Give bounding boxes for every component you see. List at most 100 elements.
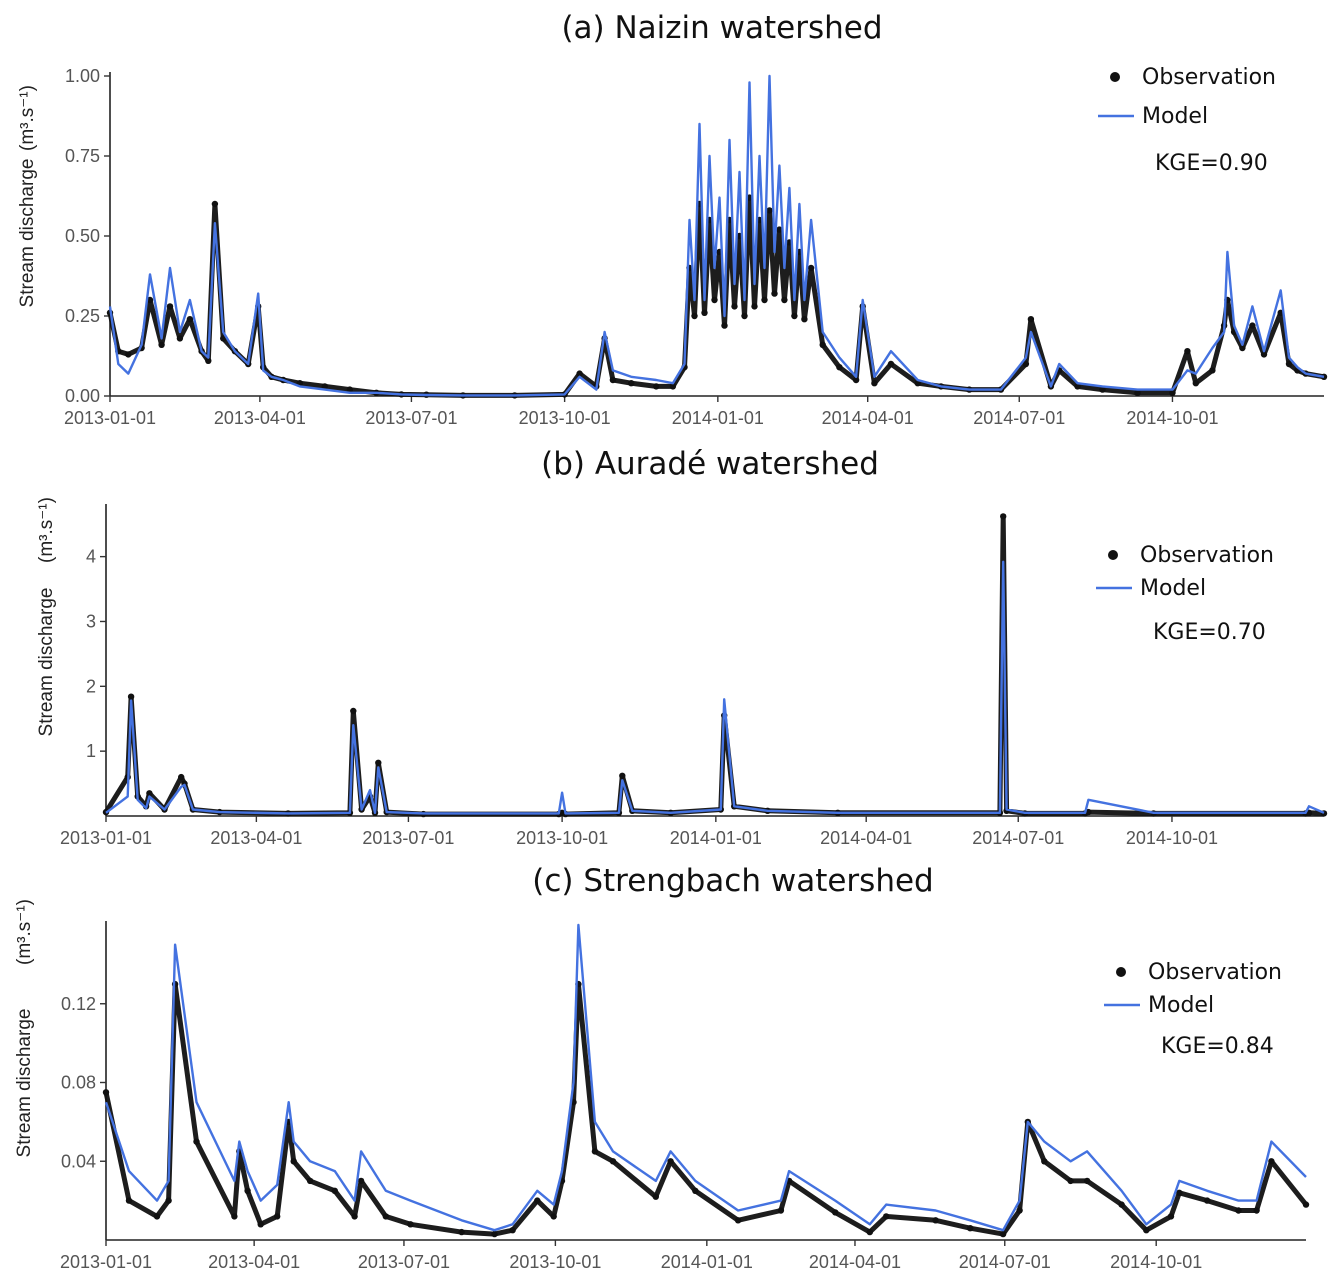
observation-point [1302,1201,1310,1208]
x-tick-label: 2014-01-01 [661,1252,753,1272]
observation-point [866,1228,873,1236]
y-tick-label: 1.00 [65,66,100,86]
observation-point [819,341,826,348]
observation-point [1099,386,1106,393]
y-axis-unit: (m³.s⁻¹) [17,85,38,151]
y-tick-label: 0.50 [65,226,100,246]
observation-point [351,1213,358,1220]
observation-point [836,364,843,371]
observation-point [205,357,212,364]
observation-point [667,1158,674,1165]
model-series-line [104,923,1307,1232]
y-axis-label: Stream discharge [36,588,57,737]
legend-model-label: Model [1148,993,1214,1018]
chart-title: (c) Strengbach watershed [532,863,933,899]
observation-point [346,386,353,393]
x-tick-label: 2013-07-01 [358,1252,450,1272]
x-tick-label: 2014-04-01 [820,828,912,848]
y-tick-label: 0.12 [61,994,96,1014]
x-tick-label: 2014-10-01 [1110,1252,1202,1272]
y-tick-label: 4 [86,547,96,567]
observation-point [350,707,357,715]
observation-point [1041,1158,1048,1165]
observation-point [1239,344,1246,352]
observation-point [146,790,153,797]
legend-observation-label: Observation [1148,960,1282,985]
x-tick-label: 2013-01-01 [60,1252,152,1272]
x-tick-label: 2013-10-01 [509,1252,601,1272]
y-axis-unit: (m³.s⁻¹) [14,899,35,965]
observation-point [257,1221,264,1228]
observation-point [609,376,617,384]
observation-point [777,1207,785,1214]
y-axis-label: Stream discharge [17,159,38,308]
observation-point [509,1227,516,1234]
observation-point [751,303,758,310]
x-tick-label: 2014-01-01 [672,408,764,428]
legend-observation-marker [1116,967,1126,977]
observation-point [458,1228,465,1236]
observation-point [721,322,728,329]
y-axis-label: Stream discharge [14,1009,35,1158]
observation-point [1169,389,1176,396]
observation-point [1176,1189,1183,1197]
observation-point [193,1138,200,1145]
x-tick-label: 2014-04-01 [822,408,914,428]
y-axis-unit: (m³.s⁻¹) [36,497,57,563]
observation-point [290,1158,297,1165]
observation-point [491,1230,498,1238]
observation-point [1285,360,1293,368]
legend-observation-marker [1108,550,1118,560]
legend-model-label: Model [1142,104,1208,129]
observation-point [619,772,626,779]
observation-point [1167,1213,1175,1220]
observation-point [1016,1207,1023,1214]
observation-point [331,1187,338,1195]
observation-point [652,1193,659,1200]
observation-point [357,1177,365,1185]
observation-point [731,303,738,310]
observation-point [807,264,815,272]
observation-point [166,303,174,310]
observation-point [776,226,783,233]
observation-point [609,1158,617,1165]
x-tick-label: 2013-07-01 [362,828,454,848]
observation-point [407,1221,414,1228]
observation-point [1067,1177,1074,1185]
x-tick-label: 2014-04-01 [809,1252,901,1272]
observation-point [801,316,808,323]
observation-point [186,316,194,323]
observation-point [852,376,860,384]
observation-point [178,773,185,781]
observation-point [125,351,132,358]
observation-point [1260,351,1268,358]
observation-point [692,1187,699,1195]
observation-point [1235,1207,1242,1214]
legend-observation-label: Observation [1142,65,1276,90]
observation-point [125,1197,133,1204]
x-tick-label: 2013-04-01 [214,408,306,428]
legend-observation-marker [1110,72,1120,82]
observation-point [771,290,778,297]
y-tick-label: 0.08 [61,1073,96,1093]
observation-point [1134,389,1141,396]
observation-point [591,1148,599,1155]
kge-annotation: KGE=0.84 [1161,1034,1274,1059]
observation-point [550,1213,557,1220]
observation-point [628,380,635,387]
y-tick-label: 2 [86,676,96,696]
chart-title: (b) Auradé watershed [541,446,879,482]
observation-point [146,296,154,304]
observation-point [781,296,788,304]
observation-point [1268,1158,1275,1165]
observation-point [669,383,677,390]
observation-point [576,370,583,377]
x-tick-label: 2013-01-01 [60,828,152,848]
observation-point [1027,316,1035,323]
observation-point [791,312,798,320]
observation-point [158,341,165,348]
y-tick-label: 1 [86,741,96,761]
observation-point [1204,1197,1211,1204]
legend-model-label: Model [1140,576,1206,601]
x-tick-label: 2014-10-01 [1126,408,1218,428]
